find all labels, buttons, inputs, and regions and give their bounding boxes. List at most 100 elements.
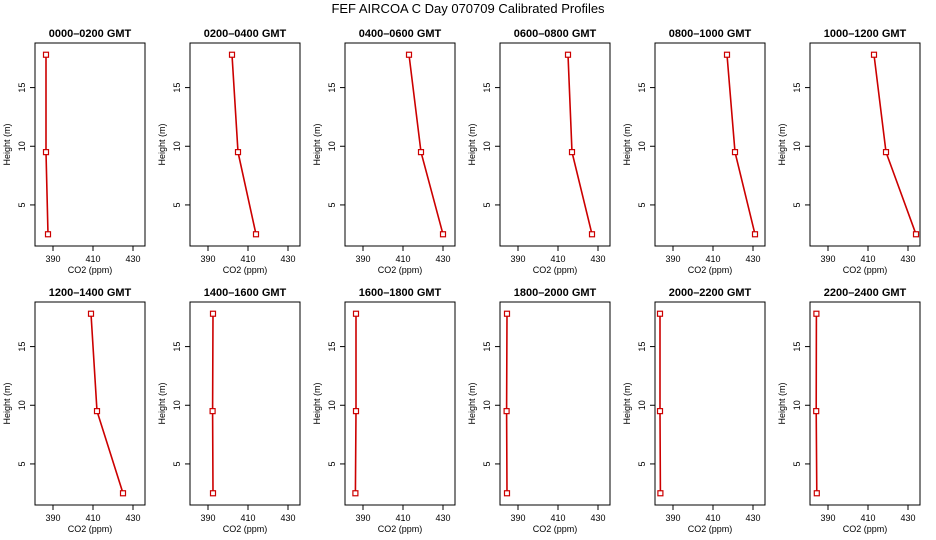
y-tick-label: 10: [17, 141, 27, 151]
y-tick-label: 15: [327, 83, 337, 93]
data-point: [119, 490, 127, 497]
panel-title: 2000–2200 GMT: [669, 287, 752, 299]
figure-title: FEF AIRCOA C Day 070709 Calibrated Profi…: [331, 1, 605, 16]
y-tick-label: 5: [482, 202, 492, 207]
x-axis-label: CO2 (ppm): [68, 265, 113, 275]
x-tick-label: 430: [435, 254, 450, 264]
x-tick-label: 390: [200, 254, 215, 264]
panel-10: 1800–2000 GMT 390 410 430 CO2 (ppm) 5 10 15 Heig…: [467, 287, 611, 534]
x-tick-label: 430: [125, 254, 140, 264]
x-tick-label: 410: [85, 254, 100, 264]
y-tick-label: 15: [17, 342, 27, 352]
x-axis-label: CO2 (ppm): [688, 524, 733, 534]
x-tick-label: 430: [435, 513, 450, 523]
y-tick-label: 5: [637, 202, 647, 207]
x-tick-label: 410: [705, 513, 720, 523]
y-axis-label: Height (m): [157, 382, 167, 424]
plot-frame: [809, 301, 921, 506]
x-tick-label: 410: [395, 513, 410, 523]
x-axis-label: CO2 (ppm): [843, 265, 888, 275]
y-tick-label: 5: [172, 461, 182, 466]
data-point: [503, 310, 511, 317]
x-tick-label: 410: [85, 513, 100, 523]
data-point: [912, 231, 920, 238]
plot-frame: [344, 42, 456, 247]
x-axis-label: CO2 (ppm): [378, 524, 423, 534]
x-tick-label: 390: [665, 513, 680, 523]
x-tick-label: 430: [125, 513, 140, 523]
y-tick-label: 10: [482, 400, 492, 410]
data-point: [813, 408, 820, 415]
y-tick-label: 5: [327, 461, 337, 466]
series-line: [90, 313, 124, 494]
y-tick-label: 15: [637, 83, 647, 93]
series-line: [354, 313, 357, 494]
series-line: [873, 54, 917, 235]
series-line: [45, 54, 49, 235]
panel-title: 1800–2000 GMT: [514, 287, 597, 299]
y-tick-label: 5: [792, 202, 802, 207]
y-axis-label: Height (m): [2, 123, 12, 165]
y-axis-label: Height (m): [777, 123, 787, 165]
panel-6: 1000–1200 GMT 390 410 430 CO2 (ppm) 5 10 15 Heig…: [777, 28, 921, 275]
data-point: [870, 51, 878, 58]
panel-title: 0600–0800 GMT: [514, 28, 597, 40]
panel-title: 0000–0200 GMT: [49, 28, 132, 40]
x-tick-label: 430: [900, 254, 915, 264]
data-point: [42, 51, 50, 58]
plot-frame: [654, 301, 766, 506]
plot-frame: [654, 42, 766, 247]
series-line: [726, 54, 756, 235]
y-tick-label: 5: [17, 461, 27, 466]
panel-9: 1600–1800 GMT 390 410 430 CO2 (ppm) 5 10 15 Heig…: [312, 287, 456, 534]
y-axis-label: Height (m): [777, 382, 787, 424]
panel-11: 2000–2200 GMT 390 410 430 CO2 (ppm) 5 10 15 Heig…: [622, 287, 766, 534]
y-tick-label: 15: [482, 83, 492, 93]
y-axis-label: Height (m): [2, 382, 12, 424]
data-point: [813, 490, 820, 497]
x-axis-label: CO2 (ppm): [533, 524, 578, 534]
y-tick-label: 5: [482, 461, 492, 466]
panel-1: 0000–0200 GMT 390 410 430 CO2 (ppm) 5 10 15 Heig…: [2, 28, 146, 275]
y-tick-label: 15: [172, 342, 182, 352]
x-tick-label: 430: [900, 513, 915, 523]
plot-frame: [34, 42, 146, 247]
x-axis-label: CO2 (ppm): [223, 524, 268, 534]
x-tick-label: 430: [280, 254, 295, 264]
data-point: [417, 149, 425, 156]
panel-title: 1600–1800 GMT: [359, 287, 442, 299]
y-tick-label: 15: [172, 83, 182, 93]
data-point: [439, 231, 447, 238]
series-line: [231, 54, 257, 235]
plot-frame: [189, 301, 301, 506]
y-axis-label: Height (m): [312, 123, 322, 165]
y-tick-label: 10: [327, 141, 337, 151]
x-tick-label: 390: [665, 254, 680, 264]
y-tick-label: 10: [327, 400, 337, 410]
data-point: [352, 310, 360, 317]
plot-frame: [189, 42, 301, 247]
panel-title: 0200–0400 GMT: [204, 28, 287, 40]
y-axis-label: Height (m): [622, 123, 632, 165]
x-tick-label: 410: [240, 254, 255, 264]
plot-frame: [34, 301, 146, 506]
y-tick-label: 15: [482, 342, 492, 352]
data-point: [42, 149, 50, 156]
series-line: [815, 313, 818, 494]
x-tick-label: 390: [355, 254, 370, 264]
x-tick-label: 430: [745, 513, 760, 523]
y-axis-label: Height (m): [622, 382, 632, 424]
x-axis-label: CO2 (ppm): [688, 265, 733, 275]
y-tick-label: 15: [792, 83, 802, 93]
data-point: [209, 490, 217, 497]
x-tick-label: 410: [550, 513, 565, 523]
data-point: [503, 490, 511, 497]
panel-title: 0400–0600 GMT: [359, 28, 442, 40]
x-axis-label: CO2 (ppm): [378, 265, 423, 275]
data-point: [723, 51, 731, 58]
data-point: [405, 51, 413, 58]
x-tick-label: 390: [45, 513, 60, 523]
data-point: [751, 231, 759, 238]
x-tick-label: 430: [745, 254, 760, 264]
y-tick-label: 5: [17, 202, 27, 207]
